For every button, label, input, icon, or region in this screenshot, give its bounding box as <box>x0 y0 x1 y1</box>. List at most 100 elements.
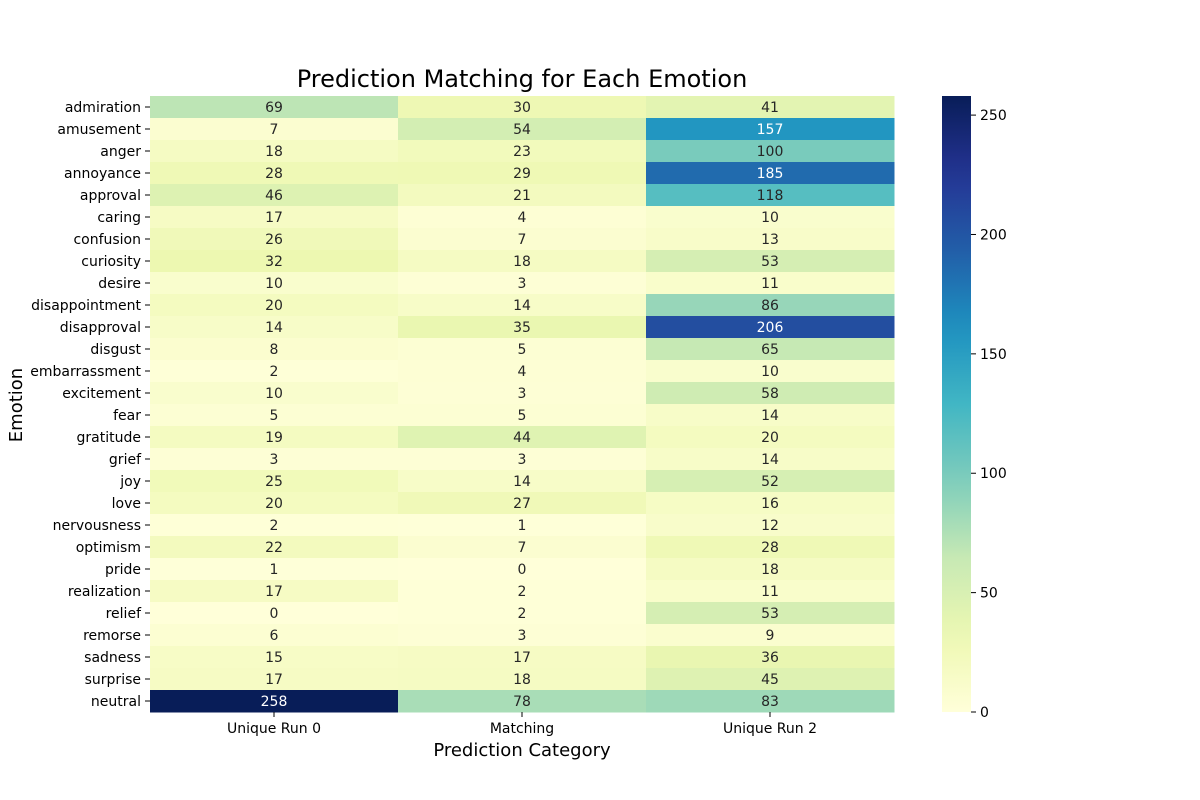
cell-value-label: 54 <box>513 122 531 138</box>
cell-value-label: 7 <box>270 122 279 138</box>
heatmap-cell <box>398 228 647 251</box>
heatmap-cell <box>646 470 895 493</box>
cell-value-label: 25 <box>265 474 283 490</box>
heatmap-cell <box>398 250 647 273</box>
cell-value-label: 185 <box>757 166 784 182</box>
cell-value-label: 18 <box>513 672 531 688</box>
heatmap-cell <box>398 470 647 493</box>
cell-value-label: 26 <box>265 232 283 248</box>
heatmap-cell <box>398 338 647 361</box>
cell-value-label: 11 <box>761 276 779 292</box>
heatmap-cell <box>150 140 399 163</box>
cell-value-label: 17 <box>265 210 283 226</box>
heatmap-cell <box>646 602 895 625</box>
heatmap-cell <box>646 514 895 537</box>
heatmap-cell <box>646 360 895 383</box>
heatmap-cell <box>150 470 399 493</box>
x-tick-label: Unique Run 2 <box>723 721 817 737</box>
heatmap-cell <box>398 668 647 691</box>
heatmap-cell <box>398 558 647 581</box>
heatmap-cell <box>646 646 895 669</box>
y-tick-label: love <box>112 496 141 512</box>
heatmap-cell <box>646 96 895 119</box>
heatmap-cell <box>398 118 647 141</box>
y-tick-label: pride <box>105 562 141 578</box>
y-tick-label: amusement <box>57 122 141 138</box>
y-tick-label: disgust <box>90 342 141 358</box>
cell-value-label: 11 <box>761 584 779 600</box>
colorbar-ticks: 0 50 100 150 200 250 <box>971 108 1007 721</box>
cell-value-label: 5 <box>518 342 527 358</box>
heatmap-cell <box>646 624 895 647</box>
cell-value-label: 0 <box>518 562 527 578</box>
heatmap-cell <box>398 448 647 471</box>
heatmap-cell <box>398 536 647 559</box>
heatmap-cell <box>398 492 647 515</box>
y-tick-label: optimism <box>76 540 141 556</box>
cell-value-label: 3 <box>518 452 527 468</box>
cell-value-label: 20 <box>761 430 779 446</box>
cell-value-label: 9 <box>766 628 775 644</box>
chart-title: Prediction Matching for Each Emotion <box>297 65 748 93</box>
cell-value-label: 100 <box>757 144 784 160</box>
y-tick-label: approval <box>80 188 141 204</box>
heatmap-cell <box>398 162 647 185</box>
cell-value-label: 20 <box>265 496 283 512</box>
cell-value-label: 15 <box>265 650 283 666</box>
cell-value-label: 258 <box>261 694 288 710</box>
colorbar <box>942 96 971 712</box>
cell-value-label: 3 <box>518 386 527 402</box>
cell-value-label: 14 <box>761 452 779 468</box>
cell-value-label: 1 <box>270 562 279 578</box>
heatmap-cell <box>398 294 647 317</box>
cell-value-label: 13 <box>761 232 779 248</box>
cell-value-label: 0 <box>270 606 279 622</box>
cell-value-label: 20 <box>265 298 283 314</box>
cell-value-label: 23 <box>513 144 531 160</box>
cell-value-label: 16 <box>761 496 779 512</box>
heatmap-cell <box>150 668 399 691</box>
heatmap-cell <box>150 206 399 229</box>
heatmap-cell <box>150 162 399 185</box>
x-tick-label: Unique Run 0 <box>227 721 321 737</box>
y-tick-label: grief <box>109 452 142 468</box>
heatmap-cell <box>150 514 399 537</box>
cell-value-label: 28 <box>761 540 779 556</box>
heatmap-cell <box>150 184 399 207</box>
cell-value-label: 41 <box>761 100 779 116</box>
heatmap-cell <box>150 624 399 647</box>
heatmap-cell <box>398 426 647 449</box>
cell-value-label: 44 <box>513 430 531 446</box>
heatmap-cell <box>646 338 895 361</box>
heatmap-cell <box>646 272 895 295</box>
cell-value-label: 8 <box>270 342 279 358</box>
heatmap-cell <box>646 118 895 141</box>
cell-value-label: 29 <box>513 166 531 182</box>
y-tick-label: relief <box>106 606 142 622</box>
cell-value-label: 17 <box>265 584 283 600</box>
cell-value-label: 1 <box>518 518 527 534</box>
heatmap-cell <box>150 382 399 405</box>
heatmap-cell <box>646 690 895 713</box>
cell-value-label: 36 <box>761 650 779 666</box>
cell-value-label: 4 <box>518 210 527 226</box>
heatmap-cell <box>150 294 399 317</box>
cell-value-label: 18 <box>761 562 779 578</box>
heatmap-cell <box>150 602 399 625</box>
heatmap-cell <box>150 316 399 339</box>
y-axis-label: Emotion <box>6 368 27 442</box>
y-tick-labels: admiration amusement anger annoyance approva… <box>30 100 150 710</box>
cell-value-label: 3 <box>270 452 279 468</box>
y-tick-label: desire <box>98 276 141 292</box>
heatmap-cell <box>398 360 647 383</box>
cell-value-label: 157 <box>757 122 784 138</box>
cell-value-label: 3 <box>518 276 527 292</box>
cell-value-label: 19 <box>265 430 283 446</box>
heatmap-cell <box>150 338 399 361</box>
heatmap-cell <box>398 140 647 163</box>
heatmap-cell <box>646 492 895 515</box>
heatmap-cell <box>398 646 647 669</box>
cell-value-label: 52 <box>761 474 779 490</box>
colorbar-tick-label: 50 <box>980 586 998 602</box>
